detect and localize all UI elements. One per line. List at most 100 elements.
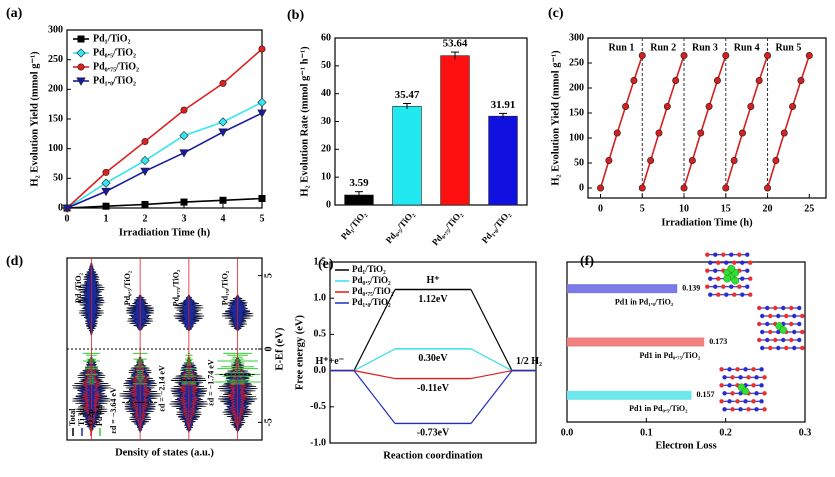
marker	[722, 51, 730, 59]
marker	[179, 130, 189, 141]
x-tick-label: 1	[104, 213, 109, 224]
series-line	[66, 48, 263, 209]
column-label: Pd₀.₅/TiO₂	[123, 270, 132, 305]
panel-label: (d)	[6, 254, 23, 269]
x-axis-label: Reaction coordination	[383, 450, 483, 461]
marker	[140, 167, 150, 177]
atom	[760, 345, 765, 351]
x-axis-label: Electron Loss	[655, 440, 716, 451]
bar	[488, 115, 518, 206]
marker	[605, 157, 613, 165]
atom	[743, 367, 748, 372]
x-tick-label: Pd₀.₅/TiO₂	[384, 209, 417, 245]
x-tick-label: 0.2	[719, 427, 732, 438]
marker	[772, 157, 780, 165]
atom	[738, 407, 743, 412]
y-tick-label: 150	[569, 107, 584, 118]
atom	[724, 260, 729, 265]
marker	[219, 79, 227, 87]
bar	[567, 390, 692, 400]
y-tick-label: 1.5	[314, 256, 327, 267]
atom	[759, 399, 764, 404]
pd-atom	[727, 264, 736, 273]
marker	[102, 202, 110, 210]
x-tick-label: 3	[182, 213, 187, 224]
legend-label: Total	[68, 408, 77, 426]
atom	[745, 252, 750, 257]
x-tick-label: 20	[763, 203, 773, 214]
marker	[218, 128, 228, 137]
atom	[789, 321, 794, 327]
value-label: 1.12eV	[418, 294, 448, 305]
atom	[746, 407, 751, 412]
state-label: 1/2 H₂	[516, 356, 542, 367]
d-band-label: εd = −3.64 eV	[109, 387, 118, 434]
marker	[713, 77, 721, 85]
atom	[743, 399, 748, 404]
atom	[762, 391, 767, 396]
atom	[708, 292, 713, 297]
atom	[732, 292, 737, 297]
run-label: Run 5	[775, 42, 801, 53]
atom	[797, 337, 802, 343]
marker	[622, 103, 630, 111]
legend-label: Pd₀.₇₅/TiO₂	[352, 286, 394, 296]
pd-atom	[741, 387, 750, 396]
y-tick-label: 150	[48, 113, 63, 124]
bar	[440, 55, 470, 206]
series-line	[725, 55, 769, 189]
category-label: Pd1 in Pd₀.₇₅/TiO₂	[639, 351, 700, 360]
marker	[638, 184, 646, 192]
marker	[101, 178, 111, 188]
x-tick-label: 10	[679, 203, 689, 214]
marker	[180, 198, 188, 206]
marker	[789, 103, 797, 111]
connector	[470, 348, 513, 372]
y-tick-label: 100	[48, 143, 63, 154]
marker	[672, 77, 680, 85]
run-label: Run 2	[650, 42, 676, 53]
marker	[613, 129, 621, 137]
x-tick-label: Pd₁/TiO₂	[339, 209, 369, 242]
atom	[708, 276, 713, 281]
atom	[748, 260, 753, 265]
state-label: H⁺+e⁻	[316, 356, 344, 367]
atom	[792, 345, 797, 351]
bar	[567, 337, 705, 347]
atom	[729, 284, 734, 289]
y-tick-label: -0.5	[310, 401, 326, 412]
atom	[724, 292, 729, 297]
bar	[392, 105, 422, 206]
column-label: Pd₁/TiO₂	[74, 272, 83, 303]
y-tick-label: 250	[569, 57, 584, 68]
atom	[719, 383, 724, 388]
bar	[567, 284, 678, 294]
atom	[719, 367, 724, 372]
run-label: Run 1	[608, 42, 634, 53]
marker	[597, 184, 605, 192]
y-axis-label: Free energy (eV)	[294, 314, 305, 390]
marker	[141, 138, 149, 146]
y-tick-label: 0	[326, 199, 331, 210]
series-line	[66, 112, 263, 209]
value-label: -0.11eV	[417, 383, 450, 394]
x-tick-label: 4	[221, 213, 226, 224]
atom	[738, 375, 743, 380]
atom	[797, 305, 802, 311]
series-line	[66, 101, 263, 209]
marker	[663, 103, 671, 111]
series-line	[599, 55, 644, 189]
atom	[716, 292, 721, 297]
y-tick-label: 300	[569, 32, 584, 43]
run-label: Run 3	[692, 42, 718, 53]
x-tick-label: 15	[721, 203, 731, 214]
y-tick-label: 0	[579, 182, 584, 193]
d-band-label: εd = −2.14 eV	[158, 365, 167, 412]
atom	[713, 252, 718, 257]
atom	[768, 345, 773, 351]
atom	[740, 292, 745, 297]
d-band-label: εd = −1.74 eV	[206, 359, 215, 406]
x-tick-label: Pd₀.₇₅/TiO₂	[430, 209, 464, 247]
y-tick-label: 50	[53, 173, 63, 184]
atom	[797, 321, 802, 327]
